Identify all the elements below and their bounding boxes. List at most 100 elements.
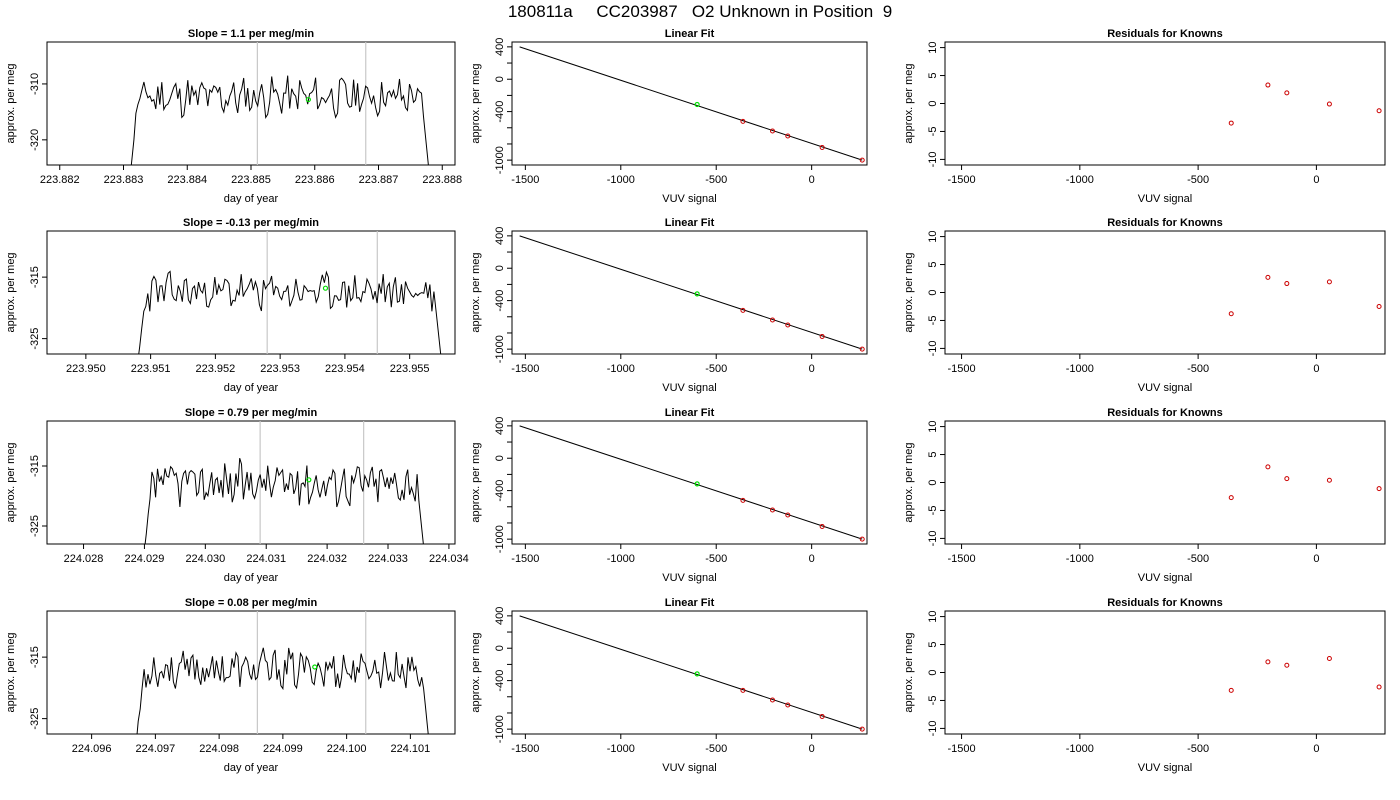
panel-title: Residuals for Knowns <box>1107 28 1223 40</box>
x-tick-label: -500 <box>705 553 727 565</box>
y-tick-label: -10 <box>927 530 939 546</box>
y-tick-label: -400 <box>494 290 506 312</box>
plot-area <box>136 611 429 734</box>
x-tick-label: 223.951 <box>131 363 171 375</box>
y-axis-label: approx. per meg <box>470 63 482 143</box>
y-tick-label: 0 <box>494 76 506 82</box>
x-tick-label: -1000 <box>1066 363 1094 375</box>
y-tick-label: -5 <box>927 696 939 706</box>
panel-residuals-row-3: Residuals for Knowns -1500 -1000 -500 0 VUV s… <box>903 407 1386 584</box>
plot-area <box>519 425 865 542</box>
plot-area <box>1228 82 1382 126</box>
y-tick-label: -10 <box>927 340 939 356</box>
y-tick-label: 400 <box>494 38 506 56</box>
x-tick-label: 223.884 <box>167 174 207 186</box>
x-tick-label: 0 <box>809 363 815 375</box>
x-tick-label: -1000 <box>1066 174 1094 186</box>
unknown-point <box>694 101 700 108</box>
x-tick-label: 0 <box>1313 553 1319 565</box>
plot-area <box>1228 274 1382 317</box>
plot-area <box>519 615 865 732</box>
known-point <box>740 497 746 503</box>
panel-title: Linear Fit <box>665 28 715 40</box>
residual-point <box>1228 311 1234 317</box>
x-tick-label: -1500 <box>947 743 975 755</box>
x-tick-label: -500 <box>705 174 727 186</box>
y-tick-label: -1000 <box>494 715 506 743</box>
x-tick-label: 223.888 <box>422 174 462 186</box>
x-tick-label: -500 <box>1187 553 1209 565</box>
panel-title: Slope = 1.1 per meg/min <box>188 28 315 40</box>
plot-frame <box>944 610 1386 735</box>
known-point <box>770 697 776 703</box>
y-tick-label: 10 <box>927 420 939 432</box>
x-tick-label: -1500 <box>947 363 975 375</box>
x-axis-label: VUV signal <box>1138 762 1192 774</box>
y-axis-label: approx. per meg <box>5 252 17 332</box>
y-tick-label: -325 <box>29 708 41 730</box>
residual-point <box>1284 662 1290 668</box>
x-axis-label: day of year <box>224 382 279 394</box>
y-tick-label: 0 <box>927 479 939 485</box>
x-tick-label: 223.955 <box>390 363 430 375</box>
y-tick-label: 10 <box>927 230 939 242</box>
y-axis-label: approx. per meg <box>903 252 915 332</box>
x-tick-label: 223.887 <box>359 174 399 186</box>
y-tick-label: -10 <box>927 720 939 736</box>
x-tick-label: -1000 <box>1066 743 1094 755</box>
y-tick-label: -320 <box>29 129 41 151</box>
known-point <box>770 507 776 513</box>
y-tick-label: -1000 <box>494 335 506 363</box>
unknown-mean-point <box>322 285 329 291</box>
panel-title: Slope = 0.08 per meg/min <box>185 597 318 609</box>
x-tick-label: -1500 <box>511 363 539 375</box>
x-tick-label: 224.029 <box>125 553 165 565</box>
residual-point <box>1326 656 1332 662</box>
x-tick-label: 224.032 <box>307 553 347 565</box>
x-tick-label: 224.100 <box>327 743 367 755</box>
plot-frame <box>511 610 868 735</box>
x-tick-label: -500 <box>705 743 727 755</box>
unknown-point <box>694 291 700 297</box>
x-tick-label: 224.098 <box>199 743 239 755</box>
panel-time-series-row-1: Slope = 1.1 per meg/min 223.882 223.883 223… <box>5 28 462 205</box>
y-tick-label: 0 <box>494 645 506 651</box>
known-point <box>819 144 825 150</box>
x-tick-label: 224.028 <box>64 553 104 565</box>
x-tick-label: -1000 <box>607 743 635 755</box>
plot-frame <box>944 41 1386 166</box>
x-tick-label: -1000 <box>607 553 635 565</box>
x-tick-label: -500 <box>705 363 727 375</box>
panel-title: Linear Fit <box>665 597 715 609</box>
known-point <box>770 128 776 134</box>
known-point <box>859 536 865 542</box>
y-tick-label: 5 <box>927 261 939 267</box>
panel-linear-fit-row-2: Linear Fit -1500 -1000 -500 0 VUV signal 400 0 -… <box>470 217 868 394</box>
x-tick-label: 0 <box>809 174 815 186</box>
residual-point <box>1265 659 1271 665</box>
x-tick-label: 223.953 <box>260 363 300 375</box>
x-tick-label: 224.031 <box>246 553 286 565</box>
y-tick-label: 400 <box>494 227 506 245</box>
y-tick-label: -400 <box>494 670 506 692</box>
known-point <box>859 157 865 163</box>
panel-title: Residuals for Knowns <box>1107 217 1223 229</box>
known-point <box>785 512 791 518</box>
known-point <box>770 317 776 323</box>
y-tick-label: -5 <box>927 127 939 137</box>
y-tick-label: 10 <box>927 610 939 622</box>
x-tick-label: 224.030 <box>185 553 225 565</box>
x-tick-label: -1500 <box>947 174 975 186</box>
residual-point <box>1376 684 1382 690</box>
y-axis-label: approx. per meg <box>5 442 17 522</box>
x-tick-label: 223.952 <box>195 363 235 375</box>
y-axis-label: approx. per meg <box>470 632 482 712</box>
y-tick-label: -315 <box>29 266 41 288</box>
x-tick-label: 223.954 <box>325 363 365 375</box>
page-title: 180811a CC203987 O2 Unknown in Position … <box>507 2 893 21</box>
x-tick-label: 0 <box>1313 363 1319 375</box>
y-tick-label: 0 <box>927 100 939 106</box>
residual-point <box>1376 108 1382 114</box>
plot-area <box>1228 656 1382 693</box>
